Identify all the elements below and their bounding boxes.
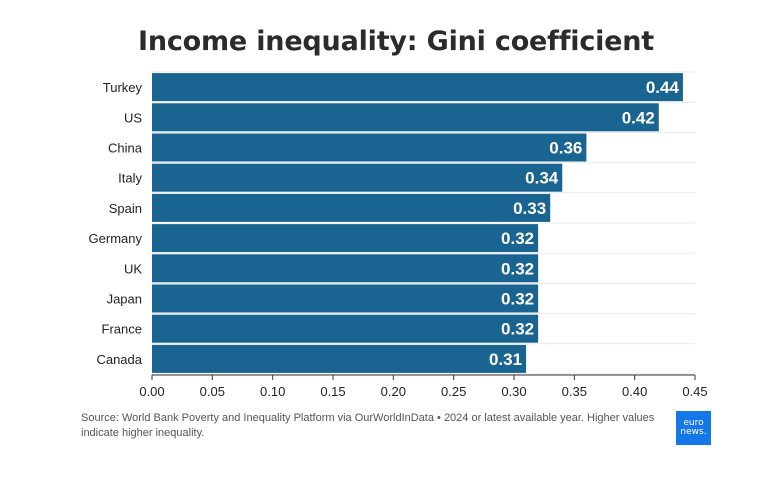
data-label: 0.34 <box>525 169 559 188</box>
category-label: France <box>102 322 142 337</box>
euronews-logo: euro news. <box>676 411 711 445</box>
bar-china <box>152 133 587 162</box>
data-label: 0.44 <box>646 78 680 97</box>
gridlines <box>152 71 695 375</box>
bar-spain <box>152 193 551 222</box>
category-label: UK <box>124 261 142 276</box>
category-label: Canada <box>96 352 142 367</box>
bar-italy <box>152 163 563 192</box>
x-tick-label: 0.35 <box>562 384 587 399</box>
x-tick-label: 0.45 <box>682 384 707 399</box>
data-label: 0.32 <box>501 290 534 309</box>
chart-title: Income inequality: Gini coefficient <box>137 26 655 57</box>
category-label: Japan <box>107 292 142 307</box>
data-label: 0.33 <box>513 199 546 218</box>
source-note: Source: World Bank Poverty and Inequalit… <box>81 412 655 439</box>
category-label: Italy <box>118 171 142 186</box>
x-tick-label: 0.05 <box>200 384 225 399</box>
bar-us <box>152 103 659 132</box>
x-tick-label: 0.30 <box>501 384 526 399</box>
data-label: 0.32 <box>501 320 534 339</box>
x-tick-label: 0.20 <box>381 384 406 399</box>
x-tick-label: 0.15 <box>320 384 345 399</box>
data-label: 0.31 <box>489 350 522 369</box>
bar-germany <box>152 224 539 253</box>
category-label: Turkey <box>103 80 143 95</box>
bar-canada <box>152 344 527 373</box>
x-tick-label: 0.40 <box>622 384 647 399</box>
x-tick-label: 0.10 <box>260 384 285 399</box>
category-label: China <box>108 141 143 156</box>
bar-uk <box>152 254 539 283</box>
data-label: 0.32 <box>501 229 534 248</box>
bars: 0.44 0.42 0.36 0.34 0.33 0.32 0.32 0.32 0.32 0.31 <box>152 73 683 373</box>
axes: Turkey US China Italy Spain Germany UK Japan Fra… <box>89 80 708 399</box>
data-label: 0.32 <box>501 259 534 278</box>
category-label: Germany <box>89 231 143 246</box>
data-label: 0.36 <box>549 139 582 158</box>
category-label: Spain <box>109 201 142 216</box>
bar-france <box>152 314 539 343</box>
x-tick-label: 0.25 <box>441 384 466 399</box>
bar-japan <box>152 284 539 313</box>
logo-line-2: news. <box>680 427 707 437</box>
logo-line-1: euro <box>683 418 704 428</box>
bar-turkey <box>152 73 683 102</box>
x-tick-label: 0.00 <box>139 384 164 399</box>
category-label: US <box>124 110 142 125</box>
data-label: 0.42 <box>622 108 655 127</box>
